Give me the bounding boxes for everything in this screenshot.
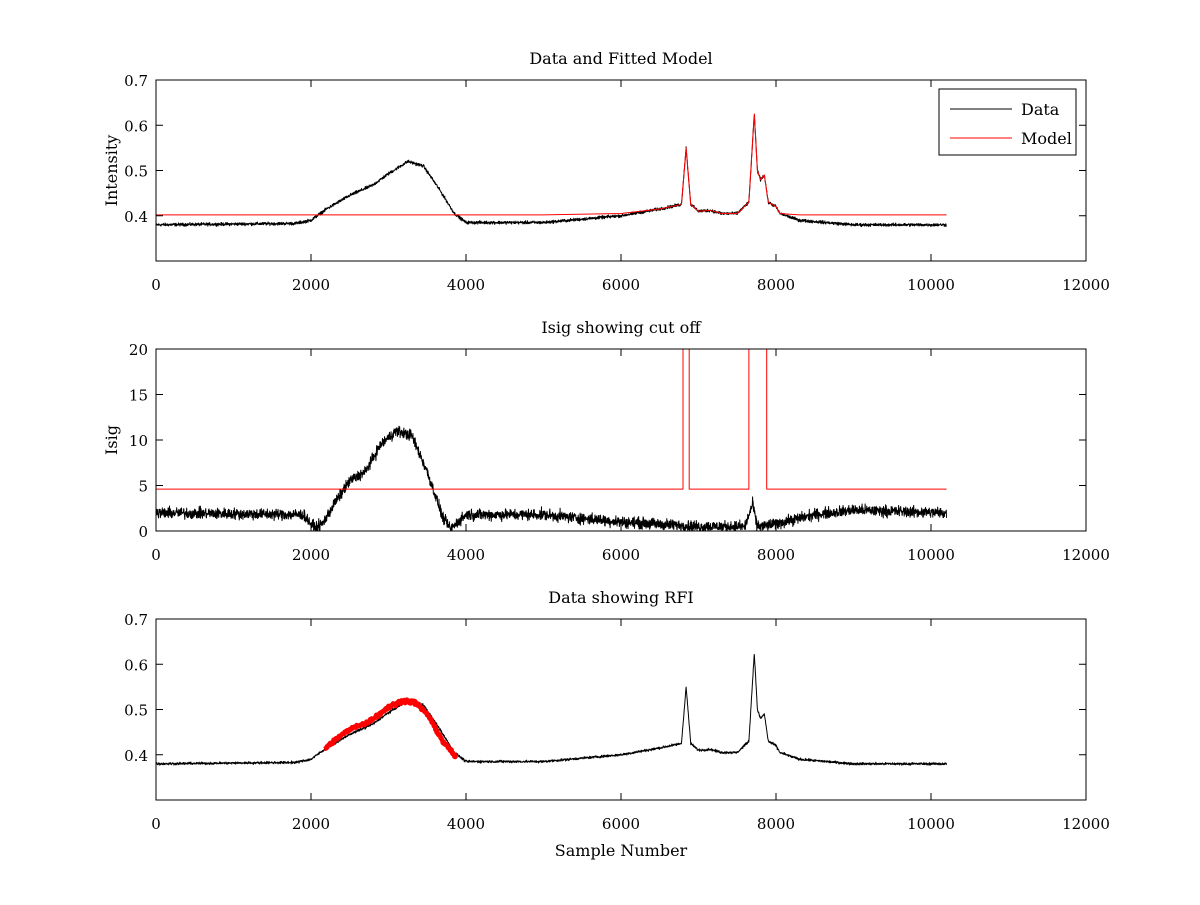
x-tick-label: 10000	[907, 815, 955, 833]
legend-entry: Data	[1021, 100, 1060, 119]
x-tick-label: 12000	[1062, 815, 1110, 833]
x-tick-label: 6000	[602, 276, 640, 294]
y-tick-label: 0.5	[124, 163, 148, 181]
y-tick-label: 0	[138, 523, 148, 541]
y-tick-label: 0.6	[124, 656, 148, 674]
x-tick-label: 8000	[757, 546, 795, 564]
plot-area	[156, 113, 947, 228]
axes-box	[155, 348, 1087, 532]
x-tick-label: 4000	[447, 815, 485, 833]
x-tick-label: 8000	[757, 276, 795, 294]
chart-title: Data showing RFI	[548, 588, 693, 607]
y-tick-label: 0.7	[124, 72, 148, 90]
legend: Data Model	[938, 88, 1077, 156]
chart-panel-3: Data showing RFI Sample Number 0 2000 4000 60…	[124, 588, 1110, 860]
chart-title: Isig showing cut off	[541, 318, 702, 337]
x-tick-label: 2000	[292, 276, 330, 294]
axes-box	[155, 618, 1087, 801]
x-tick-label: 8000	[757, 815, 795, 833]
series-line-1	[156, 425, 947, 531]
x-tick-label: 0	[151, 546, 161, 564]
legend-box	[938, 88, 1077, 156]
series-line-1	[156, 653, 947, 766]
series-line-2	[322, 697, 458, 760]
y-tick-label: 0.4	[124, 208, 148, 226]
legend-entry: Model	[1021, 129, 1072, 148]
y-axis-label: Intensity	[102, 135, 121, 207]
series-line-2	[156, 349, 947, 490]
chart-panel-2: Isig showing cut off Isig 0 2000 4000 6000 800…	[102, 318, 1110, 564]
y-tick-label: 5	[138, 478, 148, 496]
y-tick-label: 20	[129, 341, 148, 359]
y-tick-label: 0.7	[124, 611, 148, 629]
x-tick-label: 0	[151, 815, 161, 833]
plot-area	[156, 349, 947, 531]
y-tick-label: 0.6	[124, 117, 148, 135]
x-axis-label: Sample Number	[555, 841, 688, 860]
x-tick-label: 12000	[1062, 546, 1110, 564]
x-tick-label: 4000	[447, 546, 485, 564]
x-tick-label: 10000	[907, 546, 955, 564]
series-line-data	[156, 114, 947, 228]
y-axis-label: Isig	[102, 425, 121, 455]
x-tick-label: 6000	[602, 546, 640, 564]
x-tick-label: 10000	[907, 276, 955, 294]
x-tick-label: 12000	[1062, 276, 1110, 294]
x-tick-label: 6000	[602, 815, 640, 833]
x-tick-label: 2000	[292, 815, 330, 833]
y-tick-label: 0.4	[124, 747, 148, 765]
x-tick-label: 0	[151, 276, 161, 294]
series-line-model	[156, 113, 947, 216]
y-tick-label: 15	[129, 387, 148, 405]
chart-title: Data and Fitted Model	[529, 49, 712, 68]
chart-panel-1: Data and Fitted Model Intensity 0 2000 4000 6…	[102, 49, 1110, 294]
y-tick-label: 10	[129, 432, 148, 450]
x-tick-label: 4000	[447, 276, 485, 294]
x-tick-label: 2000	[292, 546, 330, 564]
y-tick-label: 0.5	[124, 702, 148, 720]
plot-area	[156, 653, 947, 766]
